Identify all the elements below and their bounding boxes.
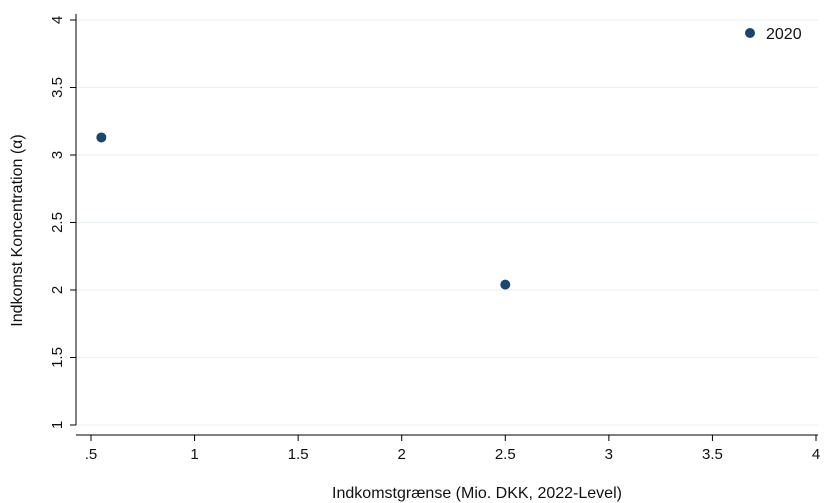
x-tick-label-6: 3.5 <box>702 446 723 463</box>
y-tick-label-5: 3.5 <box>49 77 66 98</box>
y-tick-label-1: 1.5 <box>49 347 66 368</box>
x-tick-label-3: 2 <box>398 446 406 463</box>
y-tick-label-0: 1 <box>49 421 66 429</box>
x-tick-label-0: .5 <box>85 446 98 463</box>
y-tick-label-4: 3 <box>49 151 66 159</box>
x-tick-label-1: 1 <box>190 446 198 463</box>
legend: 2020 <box>745 26 802 43</box>
y-tick-label-3: 2.5 <box>49 212 66 233</box>
x-tick-label-5: 3 <box>605 446 613 463</box>
axes <box>75 14 818 436</box>
data-points <box>96 132 511 290</box>
x-tick-label-2: 1.5 <box>288 446 309 463</box>
y-tick-label-6: 4 <box>49 16 66 24</box>
x-tick-labels: .5 1 1.5 2 2.5 3 3.5 4 <box>85 446 820 463</box>
legend-label: 2020 <box>766 26 802 43</box>
x-axis-title: Indkomstgrænse (Mio. DKK, 2022-Level) <box>332 485 622 502</box>
tick-marks <box>70 19 817 441</box>
data-point-0-1 <box>500 279 511 290</box>
x-tick-label-4: 2.5 <box>495 446 516 463</box>
x-tick-label-7: 4 <box>812 446 820 463</box>
data-point-0-0 <box>96 132 107 143</box>
y-tick-label-2: 2 <box>49 286 66 294</box>
gridlines <box>76 19 818 426</box>
y-tick-labels: 1 1.5 2 2.5 3 3.5 4 <box>49 16 66 429</box>
legend-marker <box>745 28 755 38</box>
y-axis-title: Indkomst Koncentration (α) <box>9 134 26 326</box>
